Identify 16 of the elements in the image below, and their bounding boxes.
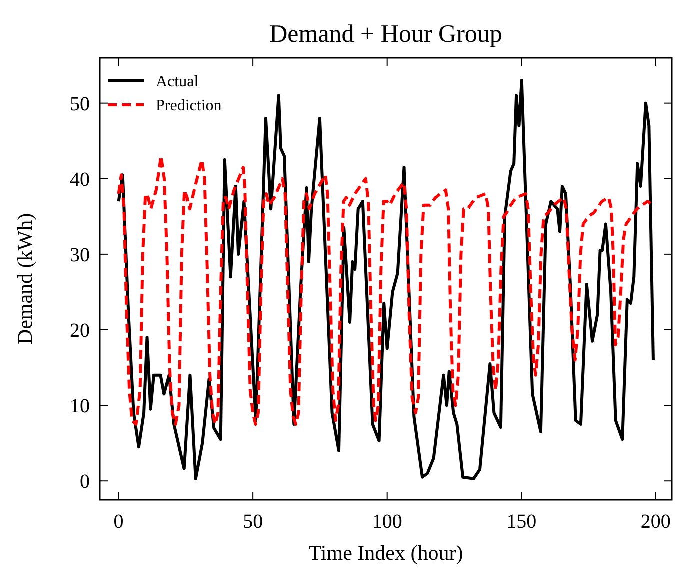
y-tick-label: 0 — [80, 471, 90, 494]
x-tick-label: 150 — [506, 511, 537, 533]
chart-title: Demand + Hour Group — [270, 21, 502, 48]
y-tick-label: 10 — [70, 396, 90, 418]
legend-label: Prediction — [156, 98, 222, 115]
x-axis-title: Time Index (hour) — [308, 541, 464, 565]
x-tick-label: 50 — [243, 511, 264, 533]
y-tick-label: 30 — [70, 244, 90, 266]
legend-label: Actual — [156, 74, 200, 91]
y-axis-title: Demand (kWh) — [13, 213, 37, 345]
y-tick-label: 20 — [70, 320, 90, 342]
y-tick-label: 50 — [70, 93, 90, 116]
x-tick-label: 0 — [114, 511, 124, 533]
y-tick-label: 40 — [70, 168, 90, 191]
x-tick-label: 200 — [640, 511, 671, 533]
x-tick-label: 100 — [372, 511, 402, 533]
